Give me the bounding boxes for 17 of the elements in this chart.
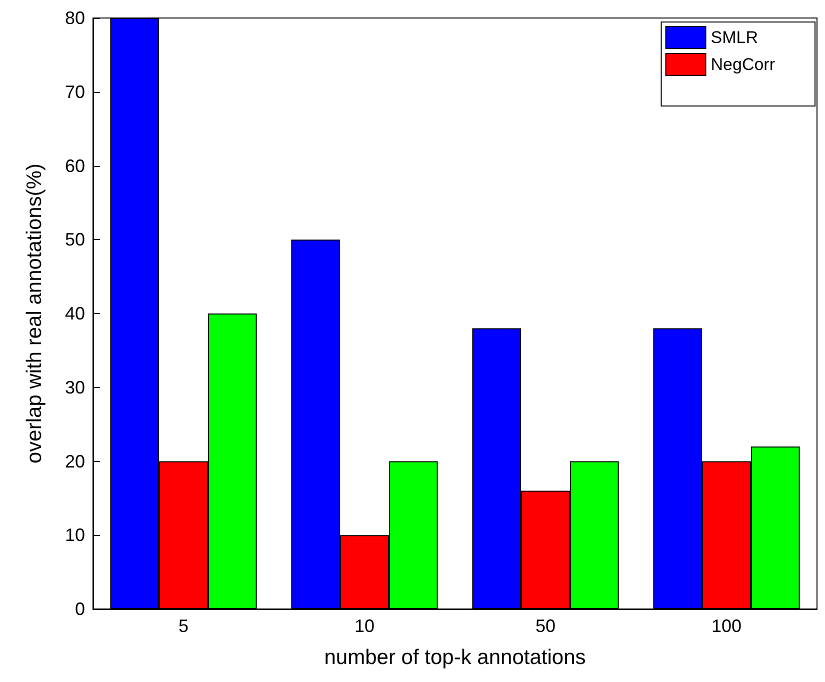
y-tick-label: 70 [64,82,85,102]
legend-label: SMLR [710,28,758,47]
y-tick-label: 10 [64,525,85,546]
y-tick-label: 30 [64,377,85,398]
x-tick-label: 5 [178,616,189,636]
y-tick-label: 20 [64,451,85,472]
x-tick-label: 50 [535,616,556,636]
y-axis-title: overlap with real annotations(%) [23,164,46,464]
x-tick-label: 100 [711,616,742,636]
y-tick-label: 50 [64,230,85,250]
x-axis-title: number of top-k annotations [324,646,586,669]
legend-label: NegCorr [710,55,776,74]
y-tick-label: 80 [64,8,85,28]
y-tick-label: 0 [74,599,85,619]
y-tick-label: 60 [64,156,85,176]
y-tick-label: 40 [64,304,85,324]
x-tick-label: 10 [354,616,375,636]
